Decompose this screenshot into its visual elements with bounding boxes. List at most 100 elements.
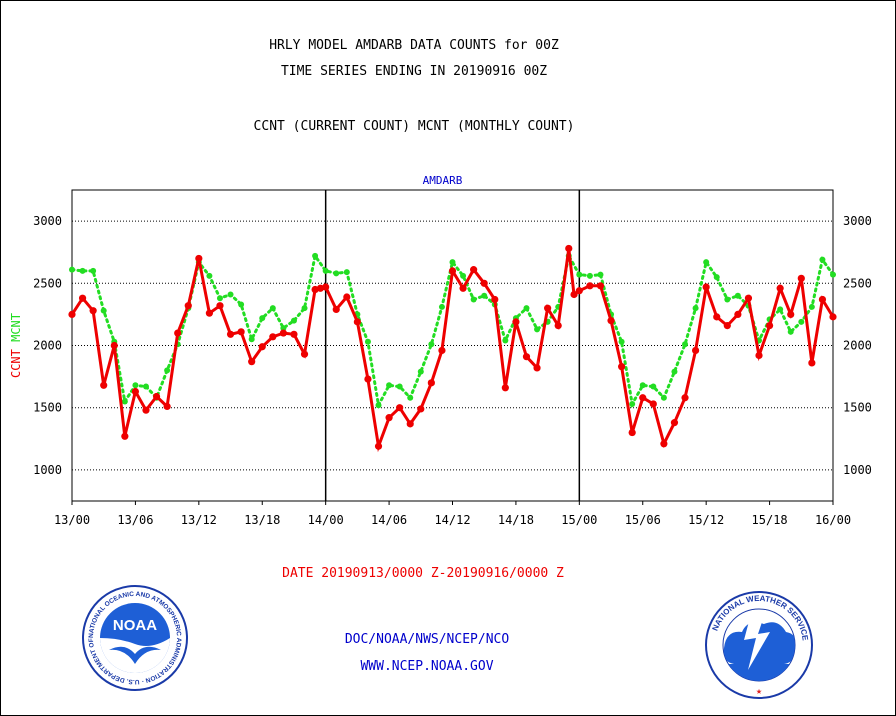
- data-point-ccnt: [723, 321, 731, 330]
- y-tick-label-left: 2500: [33, 276, 62, 290]
- data-point-ccnt: [248, 358, 256, 366]
- data-point-mcnt: [227, 291, 234, 298]
- data-point-mcnt: [523, 305, 530, 312]
- data-point-ccnt: [195, 254, 203, 263]
- data-point-ccnt: [184, 302, 192, 310]
- data-point-ccnt: [131, 387, 140, 396]
- svg-text:NOAA: NOAA: [113, 617, 157, 634]
- data-point-mcnt: [808, 303, 815, 310]
- y-axis-label: CCNT MCNT: [9, 313, 23, 378]
- data-point-mcnt: [460, 272, 467, 279]
- data-point-mcnt: [90, 267, 97, 274]
- data-point-ccnt: [417, 405, 425, 413]
- data-point-ccnt: [776, 284, 784, 292]
- data-point-ccnt: [480, 279, 488, 287]
- data-point-mcnt: [586, 272, 593, 279]
- data-point-ccnt: [237, 328, 245, 336]
- data-point-ccnt: [78, 294, 87, 302]
- data-point-mcnt: [819, 256, 826, 263]
- data-point-ccnt: [681, 394, 689, 402]
- data-point-ccnt: [734, 310, 742, 318]
- data-point-mcnt: [724, 296, 731, 303]
- data-point-ccnt: [544, 304, 552, 312]
- data-point-ccnt: [533, 364, 541, 372]
- data-point-ccnt: [818, 295, 827, 304]
- data-point-ccnt: [290, 330, 298, 338]
- data-point-ccnt: [755, 351, 763, 360]
- data-point-ccnt: [100, 381, 108, 389]
- data-point-mcnt: [650, 383, 657, 390]
- data-point-mcnt: [597, 271, 604, 278]
- data-point-ccnt: [216, 302, 224, 310]
- x-tick-label: 15/00: [561, 513, 597, 527]
- data-point-ccnt: [226, 330, 235, 338]
- data-point-ccnt: [691, 346, 700, 355]
- x-tick-label: 16/00: [815, 513, 851, 527]
- header-title-line2: TIME SERIES ENDING IN 20190916 00Z: [280, 64, 548, 79]
- data-point-ccnt: [68, 310, 76, 318]
- nws-logo: NATIONAL WEATHER SERVICE ★: [705, 591, 813, 699]
- data-point-ccnt: [438, 346, 446, 355]
- data-point-mcnt: [777, 306, 784, 313]
- data-point-ccnt: [343, 293, 351, 301]
- data-point-ccnt: [618, 363, 626, 371]
- data-point-mcnt: [248, 336, 255, 343]
- data-point-mcnt: [629, 400, 636, 407]
- y-tick-label-right: 3000: [843, 214, 872, 228]
- y-tick-label-left: 3000: [33, 214, 62, 228]
- data-point-mcnt: [290, 317, 297, 324]
- y-tick-label-left: 1500: [33, 401, 62, 415]
- data-point-mcnt: [428, 341, 435, 348]
- svg-text:★: ★: [756, 686, 762, 697]
- data-point-mcnt: [682, 341, 689, 348]
- data-point-mcnt: [364, 338, 371, 345]
- data-point-ccnt: [628, 428, 636, 437]
- data-point-ccnt: [649, 400, 657, 408]
- data-point-ccnt: [385, 414, 393, 422]
- data-point-mcnt: [164, 367, 171, 374]
- data-point-mcnt: [534, 326, 541, 333]
- data-point-ccnt: [142, 406, 150, 414]
- data-point-ccnt: [575, 287, 583, 295]
- data-point-ccnt: [163, 402, 171, 411]
- data-point-mcnt: [798, 318, 805, 325]
- data-point-mcnt: [470, 296, 477, 303]
- data-point-mcnt: [713, 274, 720, 281]
- data-point-ccnt: [353, 318, 361, 326]
- data-point-ccnt: [89, 307, 97, 315]
- data-point-ccnt: [205, 309, 214, 317]
- y-tick-label-left: 2000: [33, 339, 62, 353]
- data-point-ccnt: [152, 392, 161, 401]
- data-point-ccnt: [744, 294, 753, 302]
- data-point-ccnt: [607, 317, 615, 325]
- data-point-mcnt: [660, 394, 667, 401]
- data-point-ccnt: [279, 329, 287, 337]
- data-point-mcnt: [343, 269, 350, 276]
- data-point-mcnt: [206, 272, 213, 279]
- date-range-label: DATE 20190913/0000 Z-20190916/0000 Z: [282, 566, 564, 581]
- x-tick-label: 15/12: [688, 513, 724, 527]
- data-point-mcnt: [502, 337, 509, 344]
- data-point-mcnt: [396, 383, 403, 390]
- website-url-label: WWW.NCEP.NOAA.GOV: [360, 659, 494, 674]
- data-point-mcnt: [142, 383, 149, 390]
- data-point-ccnt: [459, 284, 467, 292]
- data-point-mcnt: [132, 382, 139, 389]
- data-point-mcnt: [79, 267, 86, 274]
- data-point-ccnt: [110, 341, 118, 350]
- y-tick-label-right: 1000: [843, 463, 872, 477]
- data-point-ccnt: [269, 333, 277, 341]
- data-point-ccnt: [300, 350, 309, 358]
- data-point-ccnt: [121, 432, 129, 440]
- data-point-ccnt: [829, 313, 837, 321]
- data-point-mcnt: [417, 368, 424, 375]
- data-point-ccnt: [596, 282, 605, 290]
- y-tick-label-right: 2000: [843, 339, 872, 353]
- data-point-mcnt: [301, 305, 308, 312]
- data-point-mcnt: [269, 305, 276, 312]
- data-point-ccnt: [797, 274, 805, 282]
- data-point-mcnt: [692, 305, 699, 312]
- y-tick-label-right: 2500: [843, 276, 872, 290]
- x-tick-label: 13/06: [117, 513, 153, 527]
- header-title-line1: HRLY MODEL AMDARB DATA COUNTS for 00Z: [269, 38, 559, 53]
